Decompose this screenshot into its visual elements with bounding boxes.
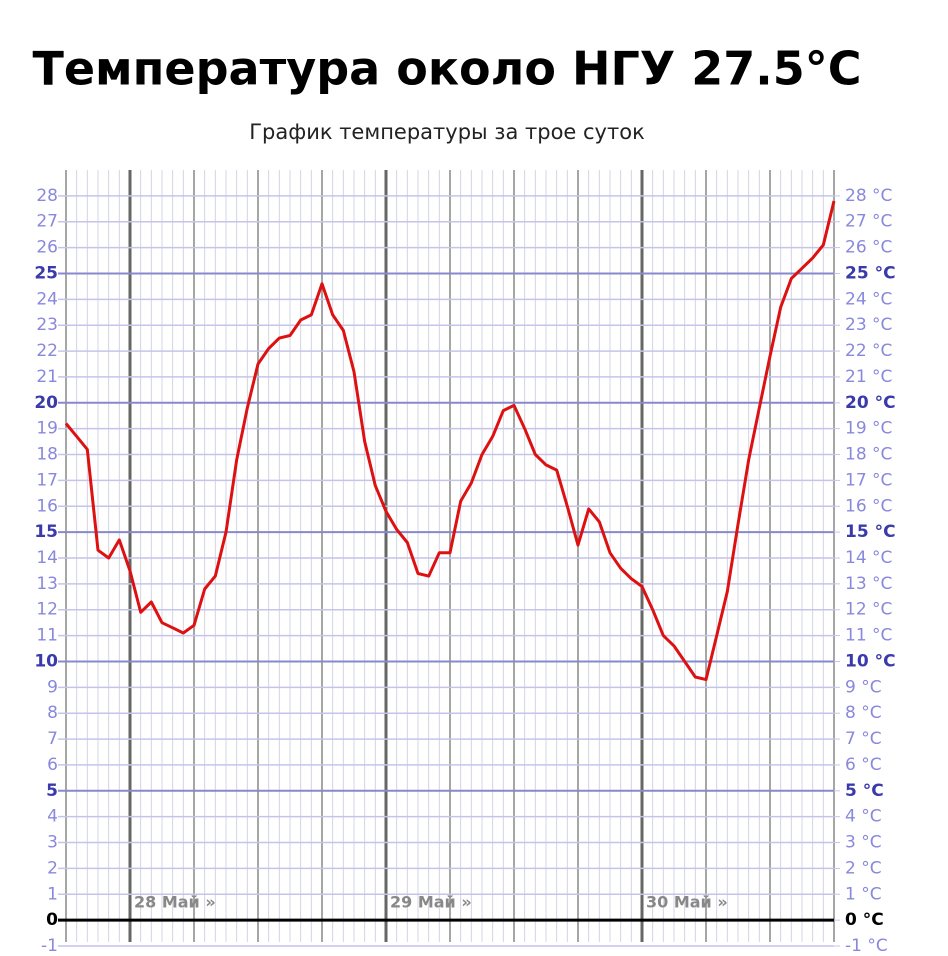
- temperature-line: [64, 200, 836, 682]
- y2-tick-label: 21 °C: [845, 367, 892, 387]
- y2-tick-label: 3 °C: [845, 833, 882, 853]
- y-tick-label: 4: [47, 807, 58, 827]
- y-tick-label: 1: [47, 884, 58, 904]
- chart-title: Температура около НГУ 27.5°C: [32, 42, 861, 96]
- y2-tick-label: 17 °C: [845, 470, 892, 490]
- chart-subtitle: График температуры за трое суток: [249, 120, 645, 144]
- y2-tick-label: 24 °C: [845, 289, 892, 309]
- y-tick-label: 17: [36, 470, 58, 490]
- y2-tick-label: 2 °C: [845, 858, 882, 878]
- y-tick-label: -1: [41, 936, 58, 956]
- y-tick-label: 13: [36, 574, 58, 594]
- y2-tick-label: 26 °C: [845, 238, 892, 258]
- y2-tick-label: 18 °C: [845, 445, 892, 465]
- y2-tick-label: 7 °C: [845, 729, 882, 749]
- y2-tick-label: 20 °C: [845, 393, 896, 413]
- y2-tick-label: 14 °C: [845, 548, 892, 568]
- y-tick-label: 3: [47, 833, 58, 853]
- y-tick-label: 27: [36, 212, 58, 232]
- y2-tick-label: 19 °C: [845, 419, 892, 439]
- y-tick-label: 10: [34, 651, 58, 671]
- y2-tick-label: 27 °C: [845, 212, 892, 232]
- y-tick-label: 24: [36, 289, 58, 309]
- y-tick-label: 23: [36, 315, 58, 335]
- y2-tick-label: 5 °C: [845, 781, 884, 801]
- y-tick-label: 19: [36, 419, 58, 439]
- y-tick-label: 6: [47, 755, 58, 775]
- y-tick-label: 25: [34, 263, 58, 283]
- y-tick-label: 15: [34, 522, 58, 542]
- y-tick-label: 18: [36, 445, 58, 465]
- y-tick-label: 20: [34, 393, 58, 413]
- y-tick-label: 21: [36, 367, 58, 387]
- y2-tick-label: 4 °C: [845, 807, 882, 827]
- y2-tick-label: 1 °C: [845, 884, 882, 904]
- y-tick-label: 16: [36, 496, 58, 516]
- y2-tick-label: 6 °C: [845, 755, 882, 775]
- y2-tick-label: 8 °C: [845, 703, 882, 723]
- y2-tick-label: 23 °C: [845, 315, 892, 335]
- y-tick-label: 28: [36, 186, 58, 206]
- y-tick-label: 0: [46, 910, 58, 930]
- y-tick-label: 2: [47, 858, 58, 878]
- y2-tick-label: 11 °C: [845, 626, 892, 646]
- y2-tick-label: 28 °C: [845, 186, 892, 206]
- y-tick-label: 22: [36, 341, 58, 361]
- y2-tick-label: 12 °C: [845, 600, 892, 620]
- y-tick-label: 12: [36, 600, 58, 620]
- y2-tick-label: 0 °C: [845, 910, 884, 930]
- y-tick-label: 26: [36, 238, 58, 258]
- y-tick-label: 11: [36, 626, 58, 646]
- y2-tick-label: 13 °C: [845, 574, 892, 594]
- y-tick-label: 5: [46, 781, 58, 801]
- y-tick-label: 7: [47, 729, 58, 749]
- y2-tick-label: 9 °C: [845, 677, 882, 697]
- y2-tick-label: 16 °C: [845, 496, 892, 516]
- y2-tick-label: 25 °C: [845, 263, 896, 283]
- y-tick-label: 8: [47, 703, 58, 723]
- y2-tick-label: 10 °C: [845, 651, 896, 671]
- x-day-label: 28 Май »: [134, 893, 216, 912]
- x-day-label: 29 Май »: [390, 893, 472, 912]
- x-day-label: 30 Май »: [646, 893, 728, 912]
- y2-tick-label: 22 °C: [845, 341, 892, 361]
- y-tick-label: 9: [47, 677, 58, 697]
- y2-tick-label: 15 °C: [845, 522, 896, 542]
- y2-tick-label: -1 °C: [845, 936, 888, 956]
- y-tick-label: 14: [36, 548, 58, 568]
